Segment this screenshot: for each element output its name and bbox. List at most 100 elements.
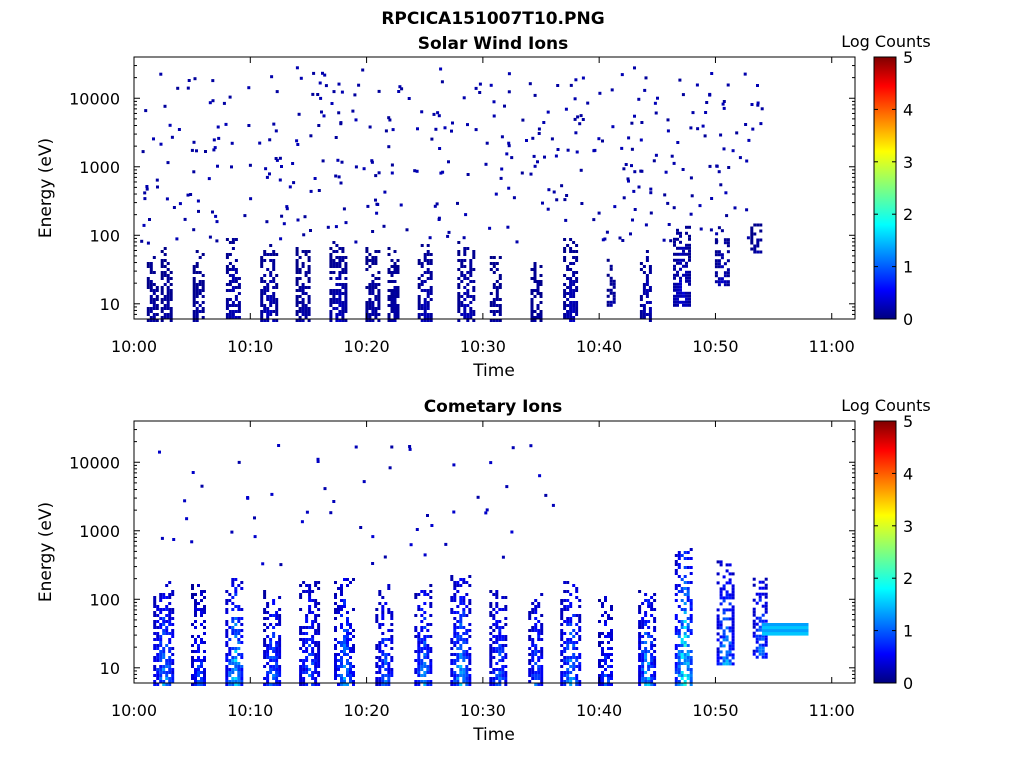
heatmap-cell <box>160 307 164 310</box>
heatmap-cell <box>423 316 427 319</box>
heatmap-cell <box>240 668 244 671</box>
heatmap-cell <box>653 608 657 611</box>
heatmap-cell <box>203 671 206 674</box>
heatmap-cell <box>409 543 413 547</box>
heatmap-cell <box>387 289 391 292</box>
heatmap-cell <box>610 629 613 632</box>
heatmap-cell <box>298 301 302 304</box>
heatmap-cell <box>278 653 282 656</box>
heatmap-cell <box>231 617 235 620</box>
heatmap-cell <box>237 674 241 677</box>
heatmap-cell <box>305 632 309 635</box>
heatmap-cell <box>673 300 676 304</box>
heatmap-cell <box>560 644 564 647</box>
heatmap-cell <box>679 234 682 238</box>
heatmap-cell <box>716 626 720 630</box>
heatmap-cell <box>423 553 427 557</box>
heatmap-cell <box>231 316 235 319</box>
heatmap-cell <box>717 170 721 174</box>
heatmap-cell <box>149 286 153 289</box>
heatmap-cell <box>465 653 469 656</box>
y-tick-label: 1000 <box>79 522 120 541</box>
heatmap-cell <box>674 677 678 680</box>
heatmap-cell <box>703 134 707 138</box>
heatmap-cell <box>340 623 343 626</box>
heatmap-cell <box>575 590 579 593</box>
heatmap-cell <box>563 301 567 304</box>
heatmap-cell <box>168 656 172 659</box>
heatmap-cell <box>368 292 372 295</box>
heatmap-cell <box>674 617 678 620</box>
heatmap-cell <box>676 303 679 307</box>
heatmap-cell <box>462 668 466 671</box>
heatmap-cell <box>420 265 424 268</box>
heatmap-cell <box>731 641 735 645</box>
heatmap-cell <box>685 261 688 265</box>
heatmap-cell <box>540 650 544 653</box>
heatmap-cell <box>228 274 232 277</box>
heatmap-cell <box>719 620 723 624</box>
heatmap-cell <box>311 626 315 629</box>
heatmap-cell <box>302 233 306 237</box>
heatmap-cell <box>572 656 576 659</box>
heatmap-cell <box>228 316 232 319</box>
heatmap-cell <box>610 88 614 92</box>
heatmap-cell <box>278 671 282 674</box>
heatmap-cell <box>462 656 466 659</box>
heatmap-cell <box>212 148 216 152</box>
heatmap-cell <box>492 298 496 301</box>
heatmap-cell <box>317 629 321 632</box>
heatmap-cell <box>272 632 276 635</box>
heatmap-cell <box>642 313 646 316</box>
heatmap-cell <box>191 471 195 474</box>
heatmap-cell <box>469 265 473 268</box>
heatmap-cell <box>679 276 682 280</box>
heatmap-cell <box>155 295 159 298</box>
heatmap-cell <box>451 121 454 125</box>
heatmap-cell <box>686 617 690 620</box>
heatmap-cell <box>462 608 466 611</box>
heatmap-cell <box>278 665 282 668</box>
heatmap-cell <box>719 644 723 648</box>
heatmap-cell <box>674 653 678 656</box>
heatmap-cell <box>371 262 375 265</box>
heatmap-cell <box>728 596 732 600</box>
heatmap-cell <box>540 623 544 626</box>
heatmap-cell <box>341 304 345 307</box>
heatmap-cell <box>498 683 502 686</box>
heatmap-cell <box>387 653 391 656</box>
heatmap-cell <box>429 680 433 683</box>
heatmap-cell <box>237 680 241 683</box>
heatmap-cell <box>329 247 333 250</box>
heatmap-cell <box>607 641 610 644</box>
heatmap-cell <box>393 319 397 322</box>
heatmap-cell <box>408 447 412 451</box>
heatmap-cell <box>575 301 579 304</box>
heatmap-cell <box>382 224 386 228</box>
heatmap-cell <box>194 650 197 653</box>
heatmap-cell <box>505 152 509 156</box>
heatmap-cell <box>368 125 372 129</box>
heatmap-cell <box>346 638 349 641</box>
heatmap-cell <box>153 626 157 629</box>
heatmap-cell <box>194 668 197 671</box>
heatmap-cell <box>417 307 421 310</box>
heatmap-cell <box>578 665 582 668</box>
heatmap-cell <box>575 683 579 686</box>
heatmap-cell <box>352 629 355 632</box>
heatmap-cell <box>311 599 315 602</box>
heatmap-cell <box>337 611 340 614</box>
heatmap-cell <box>443 126 447 130</box>
heatmap-cell <box>606 303 610 307</box>
heatmap-cell <box>680 677 684 680</box>
heatmap-cell <box>263 286 267 289</box>
heatmap-cell <box>536 280 540 283</box>
heatmap-cell <box>604 623 607 626</box>
heatmap-cell <box>650 644 654 647</box>
heatmap-cell <box>390 307 394 310</box>
heatmap-cell <box>569 593 573 596</box>
heatmap-cell <box>329 262 333 265</box>
heatmap-cell <box>469 259 473 262</box>
heatmap-cell <box>552 190 556 194</box>
